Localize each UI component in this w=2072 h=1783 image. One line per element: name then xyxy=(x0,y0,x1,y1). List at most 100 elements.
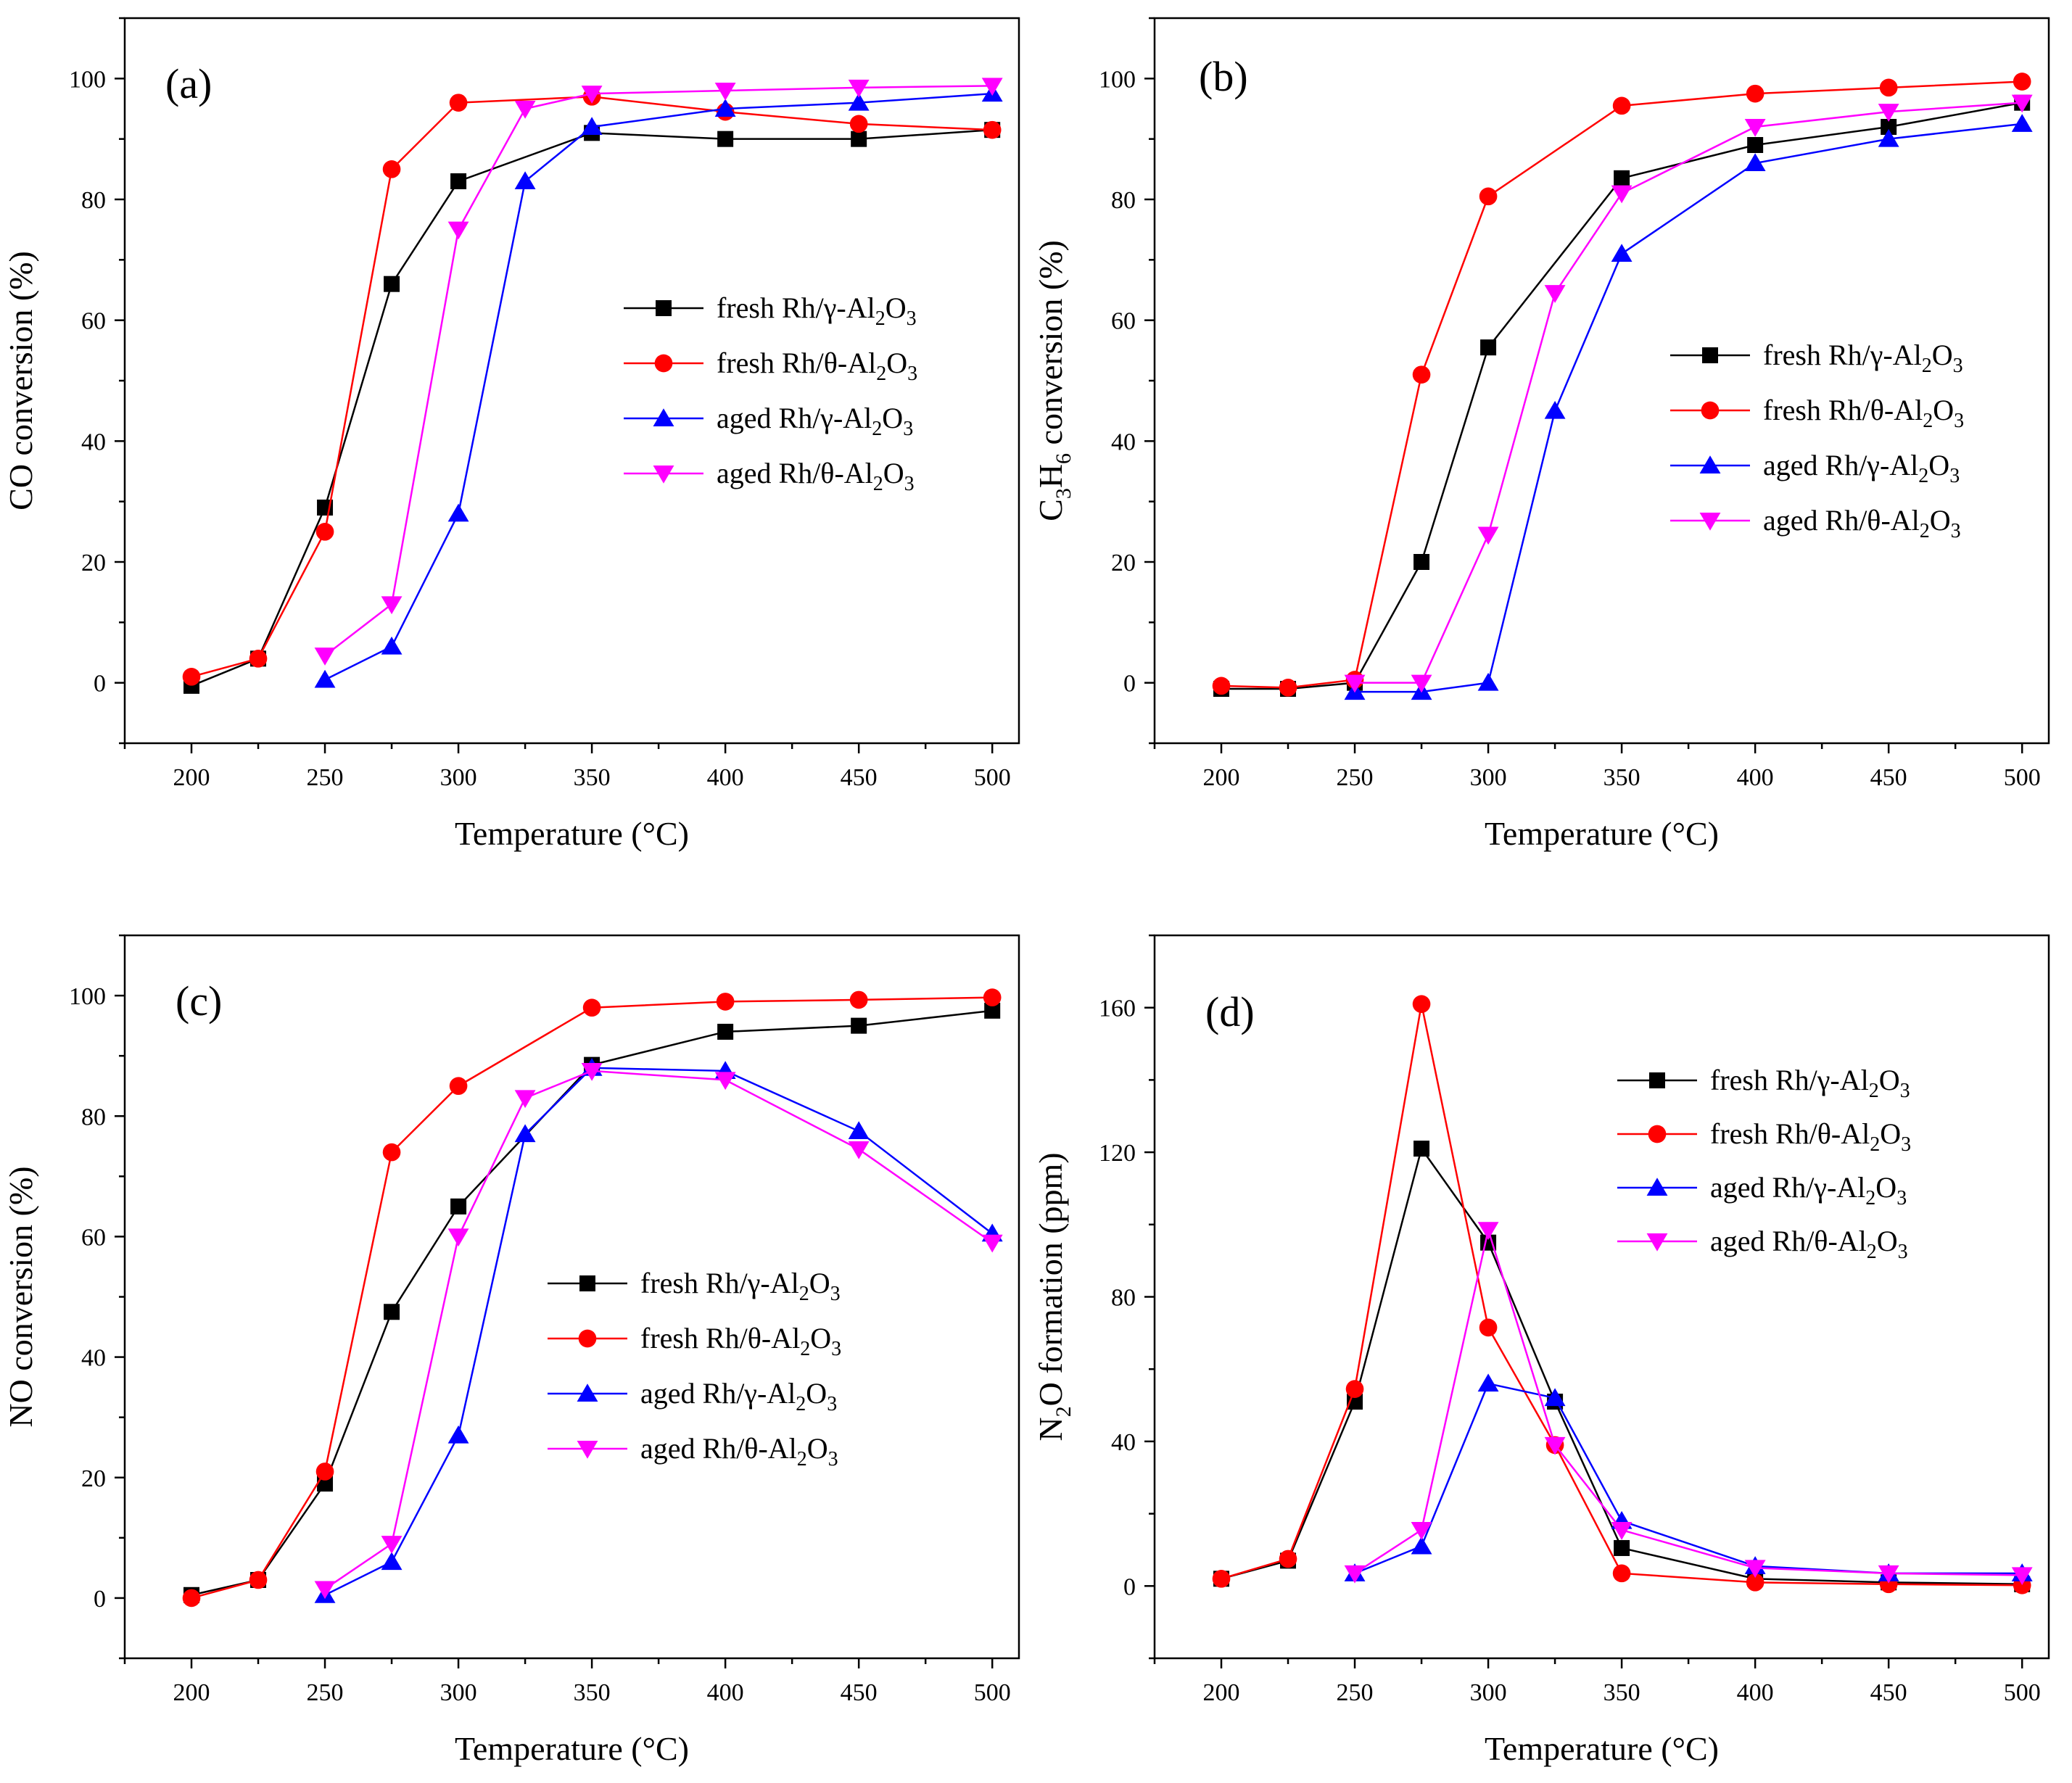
data-point xyxy=(1344,674,1366,693)
data-point xyxy=(1544,400,1566,419)
legend-label: aged Rh/γ-Al2O3 xyxy=(717,402,913,440)
legend-label-subscript: 2 xyxy=(1870,1133,1880,1156)
legend-label: aged Rh/γ-Al2O3 xyxy=(640,1377,837,1415)
data-point xyxy=(384,276,400,292)
legend-label-mid: O xyxy=(886,291,907,324)
data-point xyxy=(450,1198,467,1215)
data-point xyxy=(381,636,403,655)
legend-label: fresh Rh/θ-Al2O3 xyxy=(1710,1117,1911,1156)
legend-label-subscript: 3 xyxy=(830,1283,841,1305)
data-point xyxy=(848,1141,870,1159)
x-axis-title: Temperature (°C) xyxy=(455,1730,689,1767)
data-point xyxy=(1614,170,1630,186)
y-tick-label: 0 xyxy=(1123,1573,1136,1600)
data-point xyxy=(182,1589,201,1608)
legend-label-main: fresh Rh/γ-Al xyxy=(1763,339,1922,371)
legend-label: fresh Rh/γ-Al2O3 xyxy=(1763,339,1963,377)
legend-label-subscript: 3 xyxy=(1901,1133,1911,1156)
data-point xyxy=(381,1552,403,1571)
data-point xyxy=(447,1228,469,1247)
data-point xyxy=(1412,365,1431,384)
data-point xyxy=(716,993,735,1011)
x-tick-label: 450 xyxy=(841,764,878,791)
legend-label-main: aged Rh/θ-Al xyxy=(717,457,873,489)
series-0 xyxy=(183,122,1001,694)
x-tick-label: 350 xyxy=(1603,1679,1640,1706)
y-tick-label: 0 xyxy=(1123,671,1136,698)
legend-marker xyxy=(653,466,674,484)
data-point xyxy=(1611,244,1633,262)
legend-label-mid: O xyxy=(1932,339,1953,371)
data-point xyxy=(981,1234,1003,1253)
data-point xyxy=(714,83,736,101)
data-point xyxy=(381,1536,403,1554)
y-axis-title: N2O formation (ppm) xyxy=(1032,1152,1076,1441)
x-tick-label: 300 xyxy=(1470,764,1507,791)
legend-label-mid: O xyxy=(1933,394,1954,426)
legend-label-subscript: 2 xyxy=(1869,1080,1879,1102)
y-axis-title-part: N xyxy=(1032,1417,1069,1441)
legend-label-mid: O xyxy=(809,1267,830,1299)
x-tick-label: 400 xyxy=(707,764,744,791)
data-point xyxy=(1544,285,1566,303)
legend-label-main: fresh Rh/γ-Al xyxy=(717,291,875,324)
legend-label-mid: O xyxy=(882,402,903,434)
x-tick-label: 350 xyxy=(1603,764,1640,791)
data-point xyxy=(1544,1388,1566,1407)
data-point xyxy=(1879,78,1898,97)
legend-label-subscript: 2 xyxy=(800,1338,810,1360)
data-point xyxy=(1479,1318,1498,1337)
x-tick-label: 500 xyxy=(974,764,1011,791)
data-point xyxy=(1411,674,1432,693)
y-tick-label: 100 xyxy=(1099,66,1136,93)
series-line xyxy=(324,85,993,657)
data-point xyxy=(315,523,334,541)
x-tick-label: 300 xyxy=(440,764,477,791)
data-point xyxy=(1878,1565,1899,1584)
data-point xyxy=(2011,114,2033,132)
data-point xyxy=(848,79,870,98)
y-axis-title-subscript: 6 xyxy=(1052,453,1076,464)
data-point xyxy=(1480,339,1497,356)
panel-label: (b) xyxy=(1199,53,1248,100)
legend-label-subscript: 3 xyxy=(1949,465,1960,487)
legend-label-main: fresh Rh/θ-Al xyxy=(640,1322,800,1354)
data-point xyxy=(182,668,201,686)
y-tick-label: 160 xyxy=(1099,996,1136,1022)
data-point xyxy=(447,1425,469,1444)
y-axis-title-part: O formation (ppm) xyxy=(1032,1152,1069,1406)
legend-label: aged Rh/γ-Al2O3 xyxy=(1710,1171,1907,1209)
data-point xyxy=(1345,1380,1364,1398)
y-tick-label: 40 xyxy=(81,429,106,455)
data-point xyxy=(314,648,336,666)
y-tick-label: 60 xyxy=(1111,308,1136,335)
data-point xyxy=(514,1090,536,1109)
legend-marker xyxy=(1701,401,1720,420)
legend-label-subscript: 2 xyxy=(797,1448,807,1470)
legend-marker xyxy=(654,354,673,373)
x-tick-label: 200 xyxy=(1203,1679,1240,1706)
legend-marker xyxy=(1646,1178,1668,1196)
legend-label-subscript: 3 xyxy=(1953,355,1963,377)
data-point xyxy=(2013,73,2031,91)
legend-label-mid: O xyxy=(807,1432,828,1465)
y-tick-label: 20 xyxy=(81,1465,106,1492)
x-tick-label: 400 xyxy=(707,1679,744,1706)
legend-label-subscript: 2 xyxy=(796,1393,806,1415)
legend-label-subscript: 3 xyxy=(907,363,917,385)
data-point xyxy=(1477,1373,1499,1392)
data-point xyxy=(1477,1222,1499,1241)
y-tick-label: 120 xyxy=(1099,1140,1136,1167)
legend-label-subscript: 2 xyxy=(1867,1241,1877,1263)
data-point xyxy=(1744,153,1766,171)
x-tick-label: 400 xyxy=(1737,1679,1774,1706)
y-axis-title: CO conversion (%) xyxy=(2,251,39,510)
legend-marker xyxy=(1699,455,1721,473)
data-point xyxy=(1411,1536,1432,1555)
series-3 xyxy=(1344,1222,2033,1586)
x-axis-title: Temperature (°C) xyxy=(1485,815,1719,852)
legend-label: fresh Rh/θ-Al2O3 xyxy=(1763,394,1964,432)
y-tick-label: 100 xyxy=(69,983,106,1010)
